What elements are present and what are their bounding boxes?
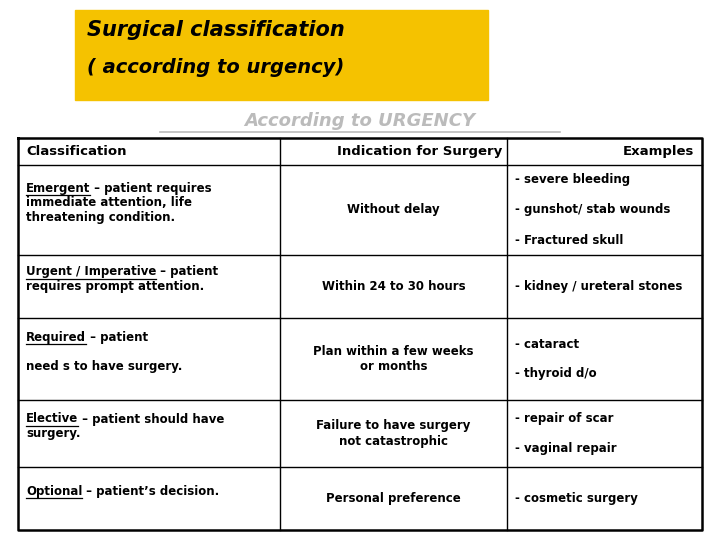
Text: requires prompt attention.: requires prompt attention. — [26, 280, 204, 293]
Text: need s to have surgery.: need s to have surgery. — [26, 360, 182, 373]
Text: According to URGENCY: According to URGENCY — [245, 112, 475, 130]
Text: Surgical classification: Surgical classification — [87, 20, 345, 40]
Text: Plan within a few weeks
or months: Plan within a few weeks or months — [313, 345, 474, 373]
Text: – patient requires: – patient requires — [91, 182, 212, 195]
Text: Indication for Surgery: Indication for Surgery — [337, 145, 502, 158]
Text: Classification: Classification — [26, 145, 127, 158]
Text: Examples: Examples — [623, 145, 694, 158]
Text: threatening condition.: threatening condition. — [26, 211, 175, 224]
Text: - severe bleeding
 
- gunshot/ stab wounds
 
- Fractured skull: - severe bleeding - gunshot/ stab wounds… — [515, 173, 670, 246]
Text: Elective: Elective — [26, 413, 78, 426]
Text: Failure to have surgery
not catastrophic: Failure to have surgery not catastrophic — [316, 420, 471, 448]
Text: immediate attention, life: immediate attention, life — [26, 196, 192, 209]
Text: – patient: – patient — [156, 266, 218, 279]
Text: - kidney / ureteral stones: - kidney / ureteral stones — [515, 280, 683, 293]
Text: – patient’s decision.: – patient’s decision. — [82, 485, 220, 498]
Text: Required: Required — [26, 330, 86, 344]
Text: Personal preference: Personal preference — [326, 492, 461, 505]
Text: - repair of scar
 
- vaginal repair: - repair of scar - vaginal repair — [515, 412, 616, 455]
Text: – patient: – patient — [86, 330, 148, 344]
Text: surgery.: surgery. — [26, 427, 81, 440]
Bar — [75, 10, 488, 100]
Text: Within 24 to 30 hours: Within 24 to 30 hours — [322, 280, 465, 293]
Text: ( according to urgency): ( according to urgency) — [87, 58, 344, 77]
Text: - cataract
 
- thyroid d/o: - cataract - thyroid d/o — [515, 338, 597, 381]
Text: Optional: Optional — [26, 485, 82, 498]
Text: Without delay: Without delay — [347, 204, 440, 217]
Text: – patient should have: – patient should have — [78, 413, 225, 426]
Text: Emergent: Emergent — [26, 182, 91, 195]
Text: Urgent / Imperative: Urgent / Imperative — [26, 266, 156, 279]
Text: - cosmetic surgery: - cosmetic surgery — [515, 492, 638, 505]
